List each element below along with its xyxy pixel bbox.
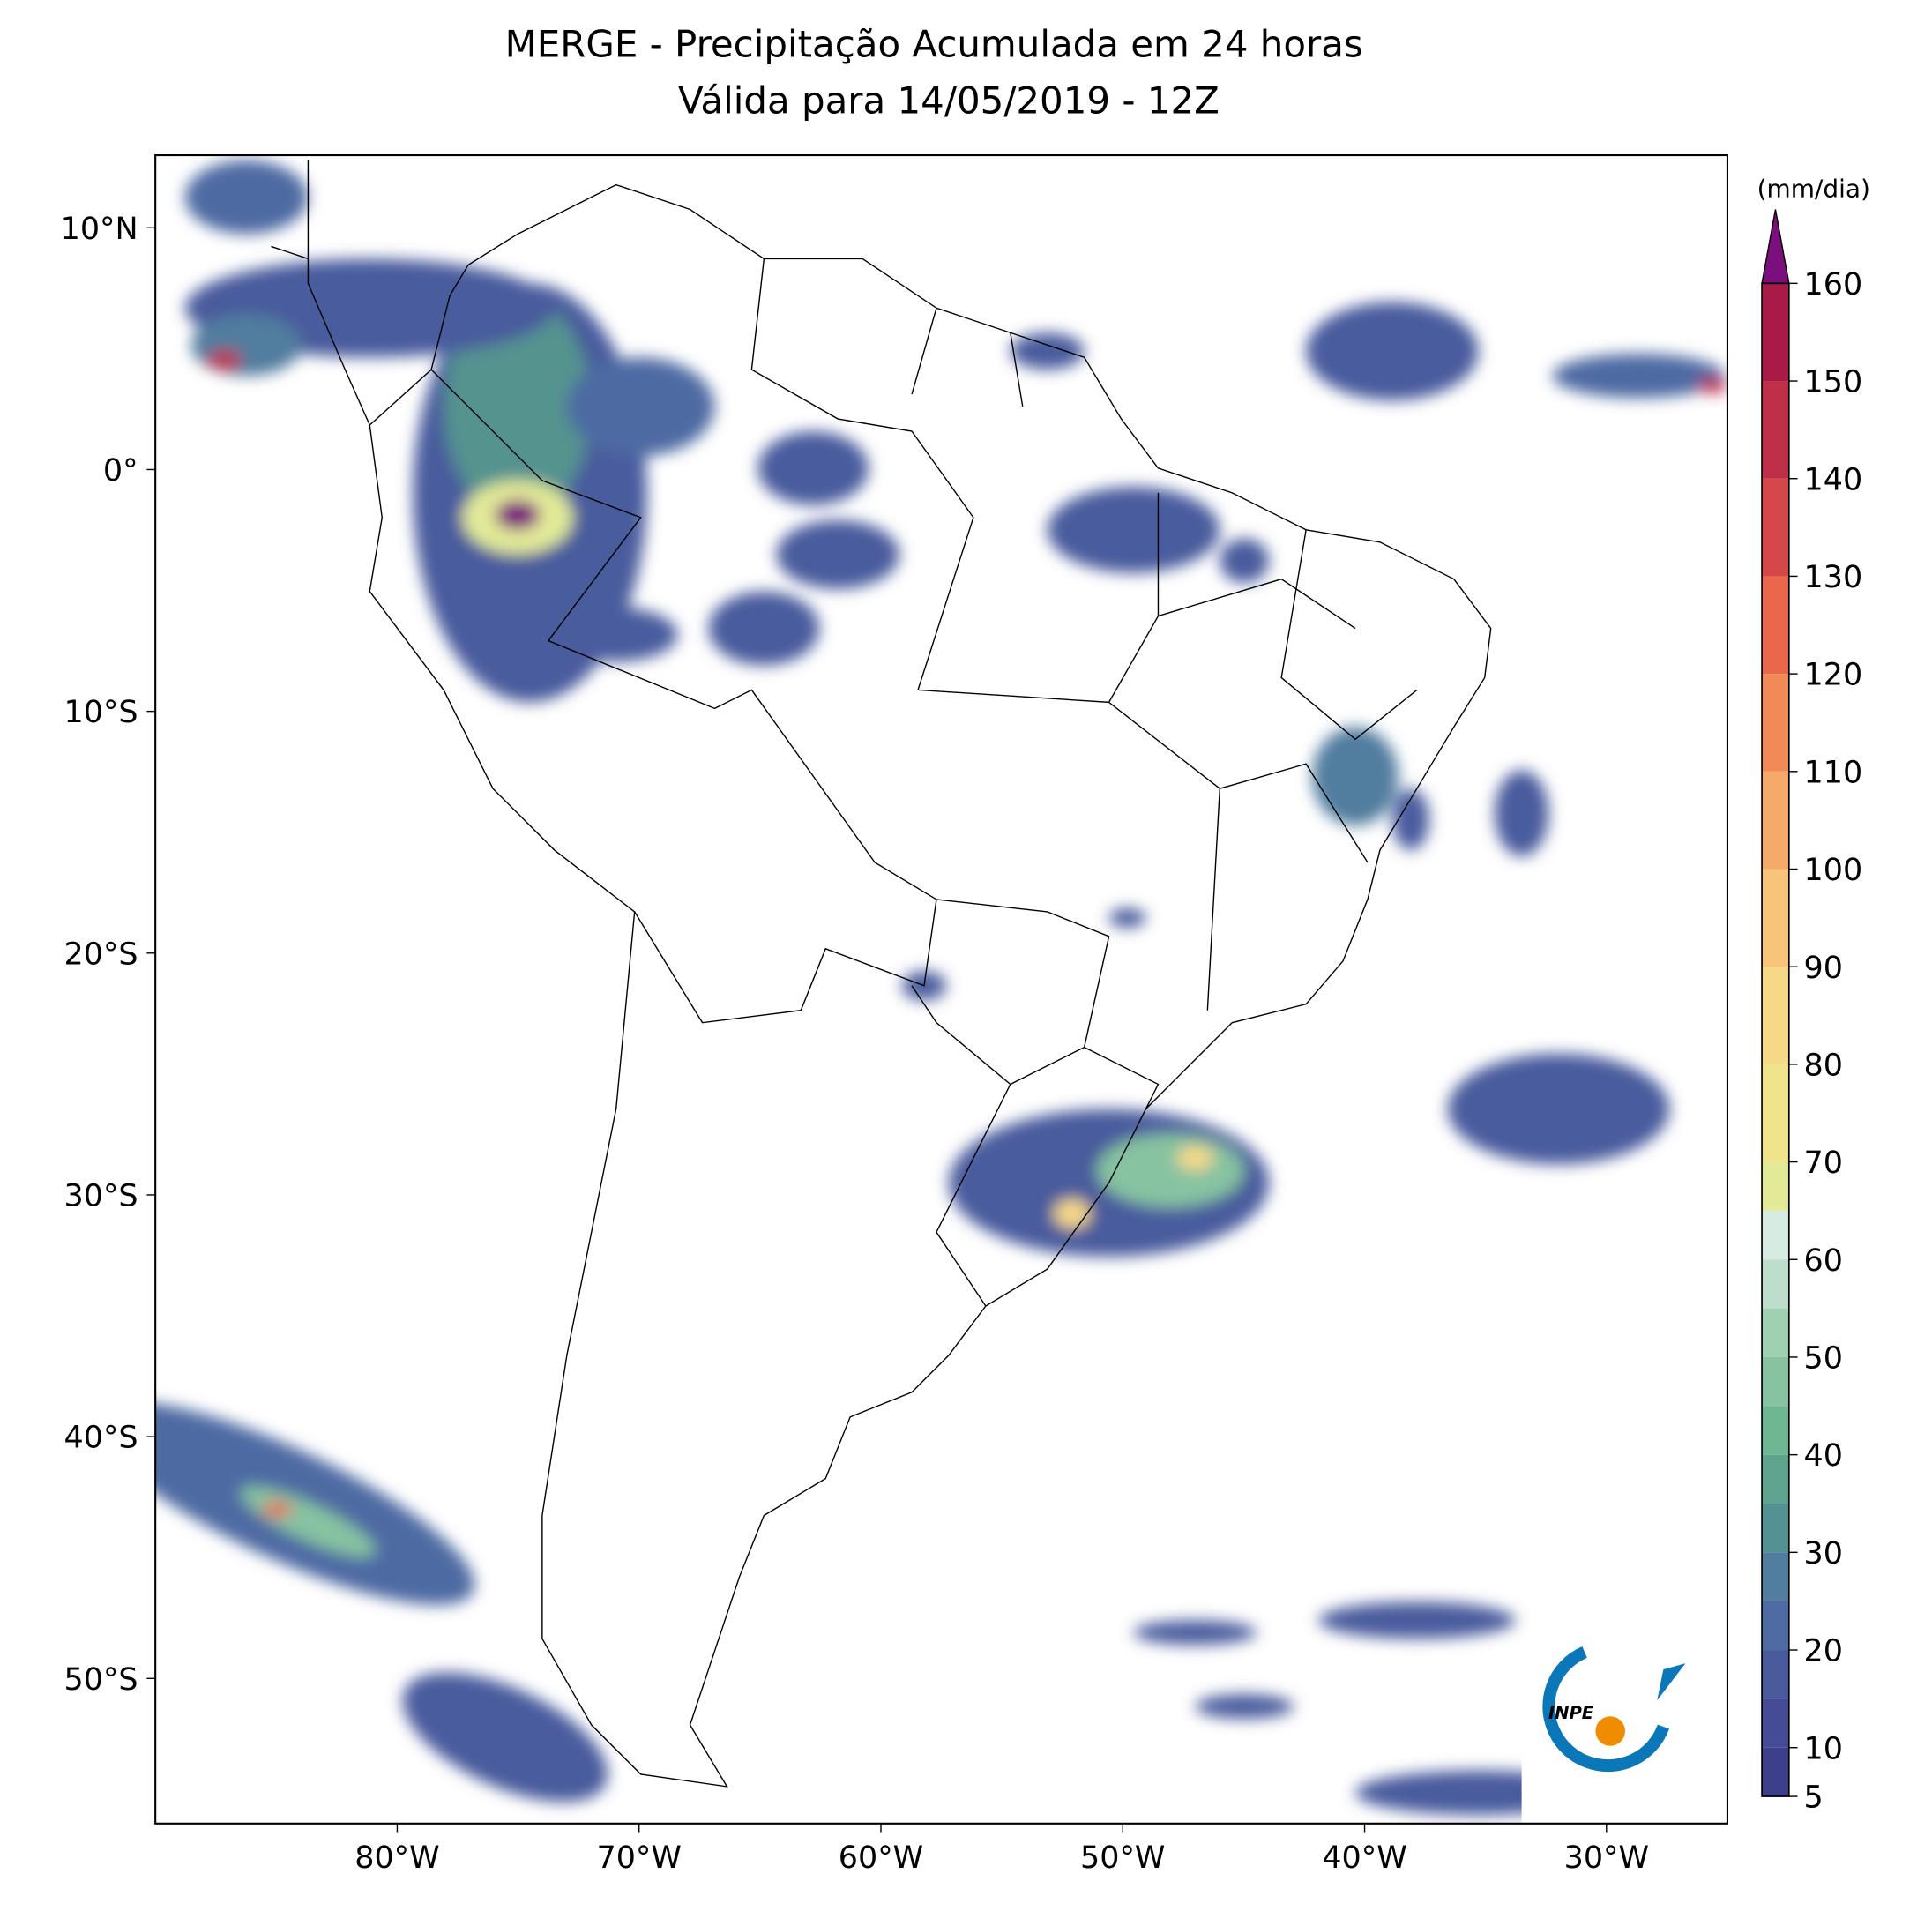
colorbar-tick-label: 70	[1804, 1146, 1843, 1181]
colorbar-band	[1762, 576, 1789, 675]
y-tick-label: 10°S	[64, 695, 138, 730]
colorbar-label: (mm/dia)	[1757, 175, 1870, 204]
y-tick-label: 10°N	[61, 212, 138, 247]
y-tick-label: 0°	[103, 453, 138, 489]
colorbar-band	[1762, 1210, 1789, 1260]
colorbar-band	[1762, 381, 1789, 479]
coastline	[369, 183, 1492, 1788]
colorbar-tick-label: 160	[1804, 267, 1863, 302]
colorbar-band	[1762, 1747, 1789, 1797]
colorbar-band	[1762, 1552, 1789, 1601]
colorbar-band	[1762, 1356, 1789, 1407]
colorbar-tick-label: 130	[1804, 560, 1863, 595]
map-title: MERGE - Precipitação Acumulada em 24 hor…	[505, 22, 1363, 65]
y-tick-label: 20°S	[64, 937, 138, 972]
colorbar-tick-label: 50	[1804, 1341, 1843, 1377]
colorbar-band	[1762, 674, 1789, 772]
colorbar-tick-label: 120	[1804, 658, 1863, 693]
y-tick-label: 40°S	[64, 1421, 138, 1456]
y-tick-label: 30°S	[64, 1179, 138, 1214]
colorbar-band	[1762, 1650, 1789, 1699]
colorbar-tick-label: 5	[1804, 1780, 1824, 1816]
colorbar-tick-label: 150	[1804, 365, 1863, 400]
x-tick-label: 50°W	[1080, 1840, 1165, 1876]
colorbar-band	[1762, 1454, 1789, 1504]
map-subtitle: Válida para 14/05/2019 - 12Z	[678, 79, 1220, 123]
map-area: INPE	[155, 155, 1727, 1824]
colorbar-extend	[1761, 209, 1790, 285]
colorbar-tick-label: 100	[1804, 853, 1863, 888]
colorbar-band	[1762, 1308, 1789, 1357]
colorbar-band	[1762, 1161, 1789, 1211]
colorbar-tick-label: 30	[1804, 1536, 1843, 1571]
colorbar-band	[1762, 1698, 1789, 1748]
map-frame	[154, 153, 1728, 1825]
x-tick-label: 60°W	[839, 1840, 923, 1876]
colorbar-tick-label: 40	[1804, 1438, 1843, 1474]
colorbar-tick-label: 140	[1804, 462, 1863, 497]
colorbar-band	[1762, 967, 1789, 1064]
colorbar-band	[1762, 869, 1789, 967]
central-america	[271, 160, 370, 426]
colorbar-tick-label: 80	[1804, 1048, 1843, 1083]
colorbar-band	[1762, 1406, 1789, 1455]
colorbar-tick-label: 10	[1804, 1731, 1843, 1766]
colorbar-band	[1762, 1259, 1789, 1309]
colorbar-tick-label: 90	[1804, 951, 1843, 986]
colorbar-band	[1762, 1601, 1789, 1651]
x-tick-label: 70°W	[597, 1840, 682, 1876]
colorbar-band	[1762, 283, 1789, 382]
state-borders	[1108, 529, 1418, 1011]
colorbar-band	[1762, 478, 1789, 577]
x-tick-label: 40°W	[1322, 1840, 1406, 1876]
country-borders	[430, 258, 1160, 1307]
colorbar-tick-label: 110	[1804, 755, 1863, 790]
x-tick-label: 80°W	[354, 1840, 439, 1876]
colorbar-frame	[1761, 282, 1790, 1797]
inpe-logo: INPE	[1521, 1641, 1707, 1824]
colorbar-band	[1762, 1064, 1789, 1162]
precipitation-field	[155, 160, 1727, 1816]
x-tick-label: 30°W	[1564, 1840, 1649, 1876]
colorbar-band	[1762, 1503, 1789, 1553]
colorbar-band	[1762, 771, 1789, 870]
colorbar-tick-label: 20	[1804, 1634, 1843, 1669]
y-tick-label: 50°S	[64, 1662, 138, 1698]
colorbar-tick-label: 60	[1804, 1243, 1843, 1279]
logo-text: INPE	[1548, 1703, 1594, 1723]
